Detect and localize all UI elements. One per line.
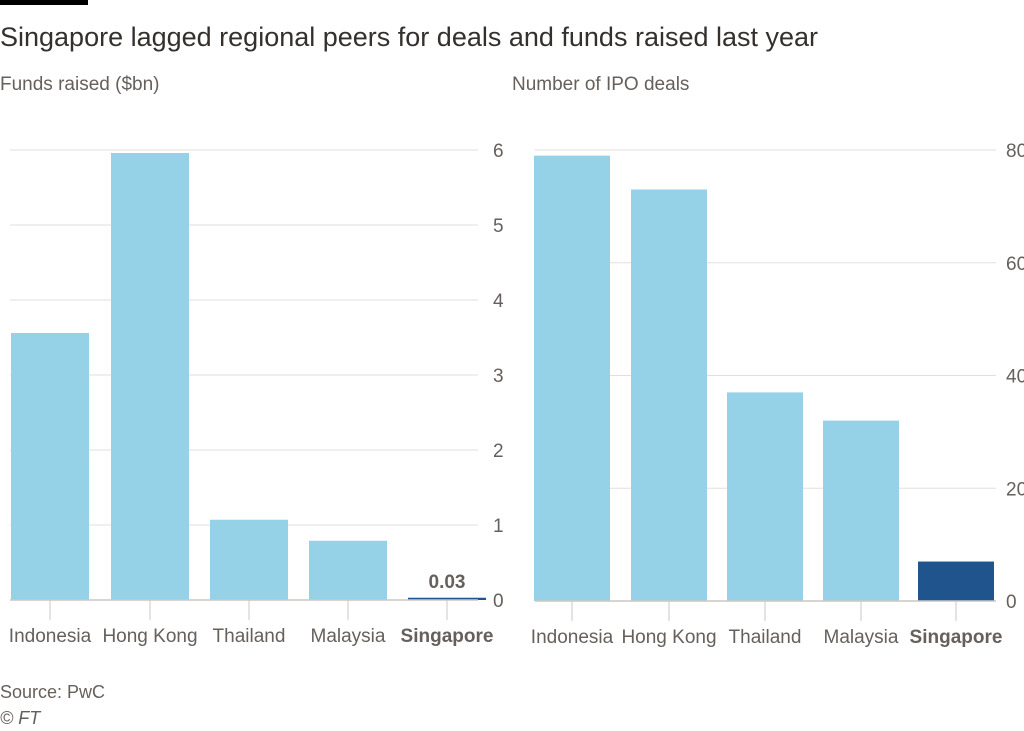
- y-tick-label: 3: [493, 366, 504, 387]
- chart-title: Singapore lagged regional peers for deal…: [0, 22, 818, 52]
- data-label: 0.03: [429, 572, 466, 593]
- bar-hong-kong: [631, 189, 707, 601]
- copyright: © FT: [0, 708, 42, 728]
- bar-thailand: [210, 519, 288, 600]
- y-tick-label: 5: [493, 216, 504, 237]
- x-tick-label: Thailand: [213, 626, 286, 647]
- y-tick-label: 0: [493, 591, 504, 612]
- x-tick-label: Indonesia: [531, 627, 614, 648]
- y-tick-label: 0: [1006, 592, 1017, 613]
- bar-malaysia: [309, 540, 387, 600]
- y-tick-label: 60: [1006, 254, 1024, 275]
- y-tick-label: 4: [493, 291, 504, 312]
- bar-malaysia: [823, 420, 899, 601]
- y-tick-label: 40: [1006, 367, 1024, 388]
- y-tick-label: 6: [493, 141, 504, 162]
- bar-thailand: [727, 392, 803, 601]
- bar-singapore: [408, 597, 486, 600]
- x-tick-label: Thailand: [729, 627, 802, 648]
- y-tick-label: 80: [1006, 141, 1024, 162]
- x-tick-label: Singapore: [910, 627, 1003, 648]
- bar-indonesia: [11, 333, 89, 600]
- x-tick-label: Malaysia: [824, 627, 899, 648]
- right-chart-title: Number of IPO deals: [512, 74, 689, 95]
- bar-hong-kong: [111, 153, 189, 600]
- source-note: Source: PwC: [0, 682, 105, 702]
- y-tick-label: 1: [493, 516, 504, 537]
- x-tick-label: Malaysia: [311, 626, 386, 647]
- x-tick-label: Singapore: [401, 626, 494, 647]
- bar-indonesia: [534, 155, 610, 601]
- bar-singapore: [918, 561, 994, 601]
- x-tick-label: Indonesia: [9, 626, 92, 647]
- y-tick-label: 2: [493, 441, 504, 462]
- ipo-deals-chart: 0 20 40 60 80 Indonesia Hong Kong Thailand Malay…: [531, 141, 1024, 648]
- ft-brand-bar: [0, 0, 88, 5]
- x-tick-label: Hong Kong: [621, 627, 716, 648]
- y-tick-label: 20: [1006, 479, 1024, 500]
- left-chart-title: Funds raised ($bn): [0, 74, 159, 95]
- x-tick-label: Hong Kong: [102, 626, 197, 647]
- funds-raised-chart: 0 1 2 3 4 5 6 Indonesia Hong Kong Thailand Malaysi…: [9, 141, 504, 647]
